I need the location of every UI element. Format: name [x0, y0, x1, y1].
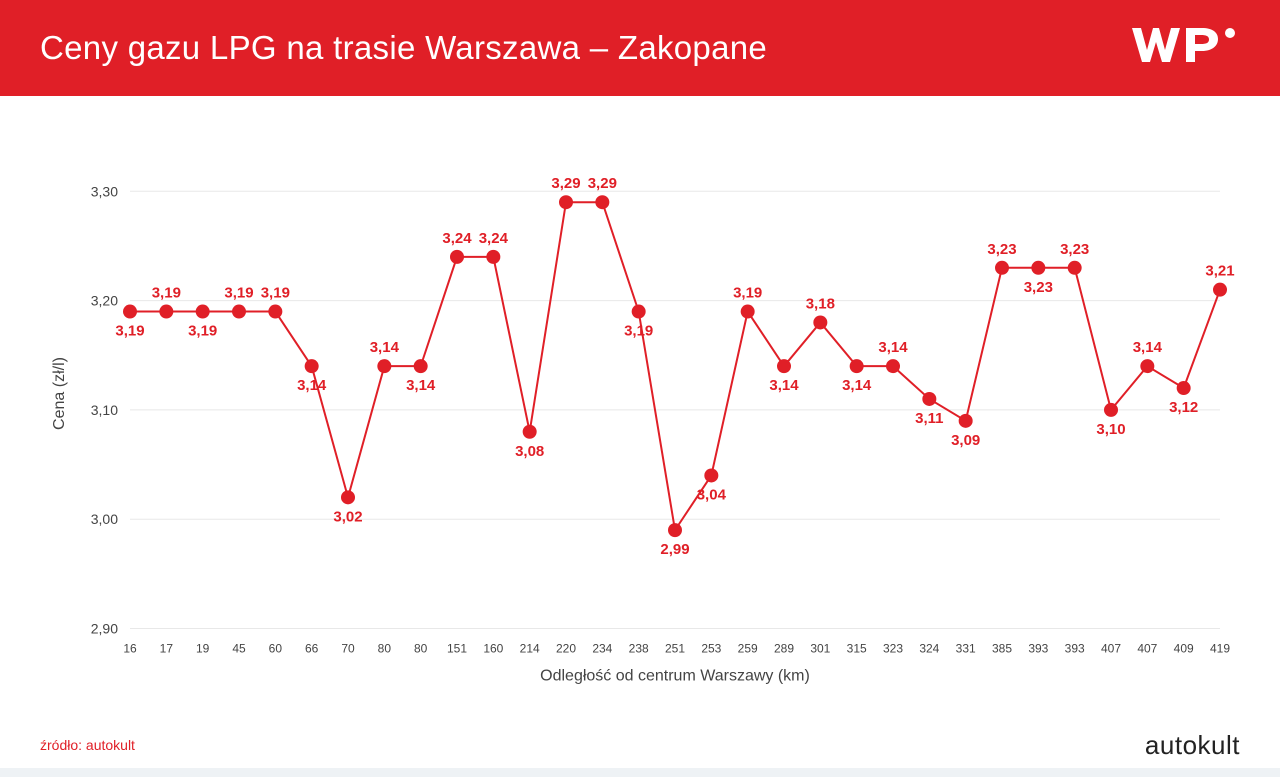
svg-text:251: 251 — [665, 642, 685, 656]
svg-text:3,19: 3,19 — [115, 323, 144, 340]
svg-text:3,19: 3,19 — [261, 285, 290, 302]
svg-text:3,19: 3,19 — [188, 323, 217, 340]
footer-bar: źródło: autokult autokult — [0, 721, 1280, 777]
line-chart: 2,90 3,00 3,10 3,20 3,30 Cena (zł/l) 3,19 3,19 3… — [40, 126, 1240, 711]
svg-text:324: 324 — [919, 642, 939, 656]
svg-text:3,04: 3,04 — [697, 486, 727, 503]
svg-text:3,14: 3,14 — [297, 377, 327, 394]
svg-text:315: 315 — [847, 642, 867, 656]
svg-text:3,10: 3,10 — [91, 402, 118, 418]
svg-text:393: 393 — [1065, 642, 1085, 656]
svg-text:3,24: 3,24 — [442, 230, 472, 247]
svg-text:407: 407 — [1101, 642, 1121, 656]
svg-text:3,10: 3,10 — [1096, 421, 1125, 438]
svg-text:409: 409 — [1174, 642, 1194, 656]
svg-text:3,02: 3,02 — [333, 508, 362, 525]
svg-text:289: 289 — [774, 642, 794, 656]
svg-text:3,20: 3,20 — [91, 293, 118, 309]
svg-text:3,23: 3,23 — [1060, 241, 1089, 258]
chart-title: Ceny gazu LPG na trasie Warszawa – Zakop… — [40, 29, 767, 67]
svg-text:151: 151 — [447, 642, 467, 656]
svg-text:3,19: 3,19 — [624, 323, 653, 340]
svg-text:301: 301 — [810, 642, 830, 656]
svg-text:70: 70 — [341, 642, 355, 656]
svg-text:Cena (zł/l): Cena (zł/l) — [51, 357, 68, 430]
brand-text: autokult — [1145, 730, 1240, 761]
svg-text:19: 19 — [196, 642, 210, 656]
svg-text:2,99: 2,99 — [660, 541, 689, 558]
svg-text:253: 253 — [701, 642, 721, 656]
svg-text:3,30: 3,30 — [91, 183, 118, 199]
svg-text:3,19: 3,19 — [733, 285, 762, 302]
svg-text:259: 259 — [738, 642, 758, 656]
svg-text:3,14: 3,14 — [406, 377, 436, 394]
svg-text:16: 16 — [123, 642, 137, 656]
source-text: źródło: autokult — [40, 737, 135, 753]
svg-text:3,09: 3,09 — [951, 432, 980, 449]
svg-text:220: 220 — [556, 642, 576, 656]
svg-text:3,19: 3,19 — [224, 285, 253, 302]
svg-text:3,18: 3,18 — [806, 295, 835, 312]
wp-logo — [1130, 20, 1240, 76]
svg-text:238: 238 — [629, 642, 649, 656]
svg-text:3,21: 3,21 — [1205, 263, 1234, 280]
svg-text:3,29: 3,29 — [588, 175, 617, 192]
svg-text:17: 17 — [160, 642, 174, 656]
svg-text:3,08: 3,08 — [515, 443, 544, 460]
svg-text:2,90: 2,90 — [91, 621, 118, 637]
svg-text:3,14: 3,14 — [769, 377, 799, 394]
svg-text:214: 214 — [520, 642, 540, 656]
svg-text:45: 45 — [232, 642, 246, 656]
svg-text:331: 331 — [956, 642, 976, 656]
svg-text:3,24: 3,24 — [479, 230, 509, 247]
svg-text:80: 80 — [414, 642, 428, 656]
svg-text:385: 385 — [992, 642, 1012, 656]
svg-text:3,00: 3,00 — [91, 511, 118, 527]
svg-text:407: 407 — [1137, 642, 1157, 656]
svg-text:323: 323 — [883, 642, 903, 656]
chart-plot-area: 2,90 3,00 3,10 3,20 3,30 Cena (zł/l) 3,19 3,19 3… — [0, 96, 1280, 721]
svg-text:3,14: 3,14 — [1133, 339, 1163, 356]
svg-text:3,14: 3,14 — [842, 377, 872, 394]
svg-text:393: 393 — [1028, 642, 1048, 656]
svg-text:3,14: 3,14 — [370, 339, 400, 356]
svg-text:Odległość od centrum Warszawy: Odległość od centrum Warszawy (km) — [540, 668, 810, 685]
svg-text:3,23: 3,23 — [987, 241, 1016, 258]
svg-text:234: 234 — [592, 642, 612, 656]
svg-text:3,14: 3,14 — [878, 339, 908, 356]
chart-container: Ceny gazu LPG na trasie Warszawa – Zakop… — [0, 0, 1280, 768]
svg-text:3,12: 3,12 — [1169, 399, 1198, 416]
svg-text:419: 419 — [1210, 642, 1230, 656]
svg-text:160: 160 — [483, 642, 503, 656]
svg-text:80: 80 — [378, 642, 392, 656]
svg-text:3,19: 3,19 — [152, 285, 181, 302]
svg-text:60: 60 — [269, 642, 283, 656]
svg-text:3,23: 3,23 — [1024, 279, 1053, 296]
svg-text:3,29: 3,29 — [551, 175, 580, 192]
header-bar: Ceny gazu LPG na trasie Warszawa – Zakop… — [0, 0, 1280, 96]
svg-text:66: 66 — [305, 642, 319, 656]
svg-text:3,11: 3,11 — [915, 410, 943, 427]
